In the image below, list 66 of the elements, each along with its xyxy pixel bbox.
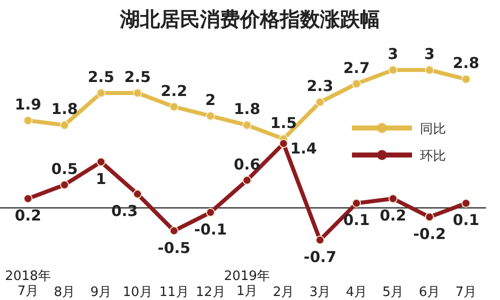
point (133, 190, 142, 199)
point (462, 198, 470, 208)
data-label: -0.7 (304, 248, 336, 266)
x-tick-label: 11月 (159, 285, 189, 300)
data-label: 1.9 (14, 96, 42, 114)
data-label: -0.2 (413, 225, 446, 244)
point (170, 226, 178, 236)
point (462, 74, 470, 84)
point (242, 120, 252, 130)
point (96, 88, 106, 98)
data-label: 0.1 (452, 211, 480, 230)
x-tick-label: 10月 (122, 285, 152, 300)
point (170, 102, 178, 112)
x-tick-label: 5月 (382, 285, 404, 300)
legend-label: 环比 (420, 149, 446, 164)
x-tick-label: 8月 (54, 285, 76, 300)
point (24, 116, 32, 126)
point (60, 120, 69, 130)
data-label: 2.8 (452, 54, 480, 72)
x-tick-label: 3月 (309, 285, 331, 300)
x-tick-label: 12月 (196, 285, 226, 300)
x-tick-label: 2018年 7月 (4, 269, 52, 299)
data-label: 1.4 (290, 140, 317, 158)
data-label: 2.5 (88, 68, 114, 86)
chart-title: 湖北居民消费价格指数涨跌幅 (119, 7, 380, 31)
data-label: 3 (388, 45, 398, 63)
x-tick-label: 2月 (272, 285, 294, 300)
point (242, 176, 252, 185)
data-label: 0.6 (234, 155, 260, 174)
data-label: -0.5 (158, 238, 190, 257)
data-label: 2.2 (160, 82, 188, 100)
data-label: 0.5 (51, 160, 78, 178)
data-label: 2.7 (343, 58, 370, 77)
data-label: 1 (96, 170, 106, 188)
point (425, 66, 434, 74)
point (388, 194, 398, 204)
data-label: 0.2 (380, 206, 406, 225)
data-label: 2.5 (124, 68, 151, 86)
point (60, 180, 69, 190)
point (206, 111, 215, 120)
data-label: 0.2 (14, 206, 42, 225)
data-label: 3 (424, 45, 435, 63)
point (279, 139, 288, 148)
data-label: 1.8 (234, 100, 260, 118)
data-label: 1.5 (270, 114, 297, 132)
point (96, 157, 106, 166)
point (316, 236, 324, 244)
point (24, 194, 32, 204)
point (352, 79, 361, 88)
x-tick-label: 6月 (418, 285, 440, 300)
x-tick-label: 2019年 1月 (224, 269, 270, 299)
point (352, 198, 361, 208)
point (388, 66, 398, 74)
point (206, 208, 215, 217)
x-tick-label: 9月 (90, 285, 112, 300)
x-tick-label: 4月 (346, 285, 368, 300)
legend-label: 同比 (420, 122, 446, 137)
point (133, 88, 142, 98)
data-label: 2 (205, 90, 216, 109)
data-label: 1.8 (51, 100, 78, 118)
data-label: 2.3 (306, 77, 334, 96)
x-tick-label: 7月 (455, 285, 477, 300)
data-label: -0.1 (194, 220, 227, 238)
point (425, 212, 434, 222)
point (316, 98, 324, 107)
data-label: 0.1 (343, 211, 370, 230)
